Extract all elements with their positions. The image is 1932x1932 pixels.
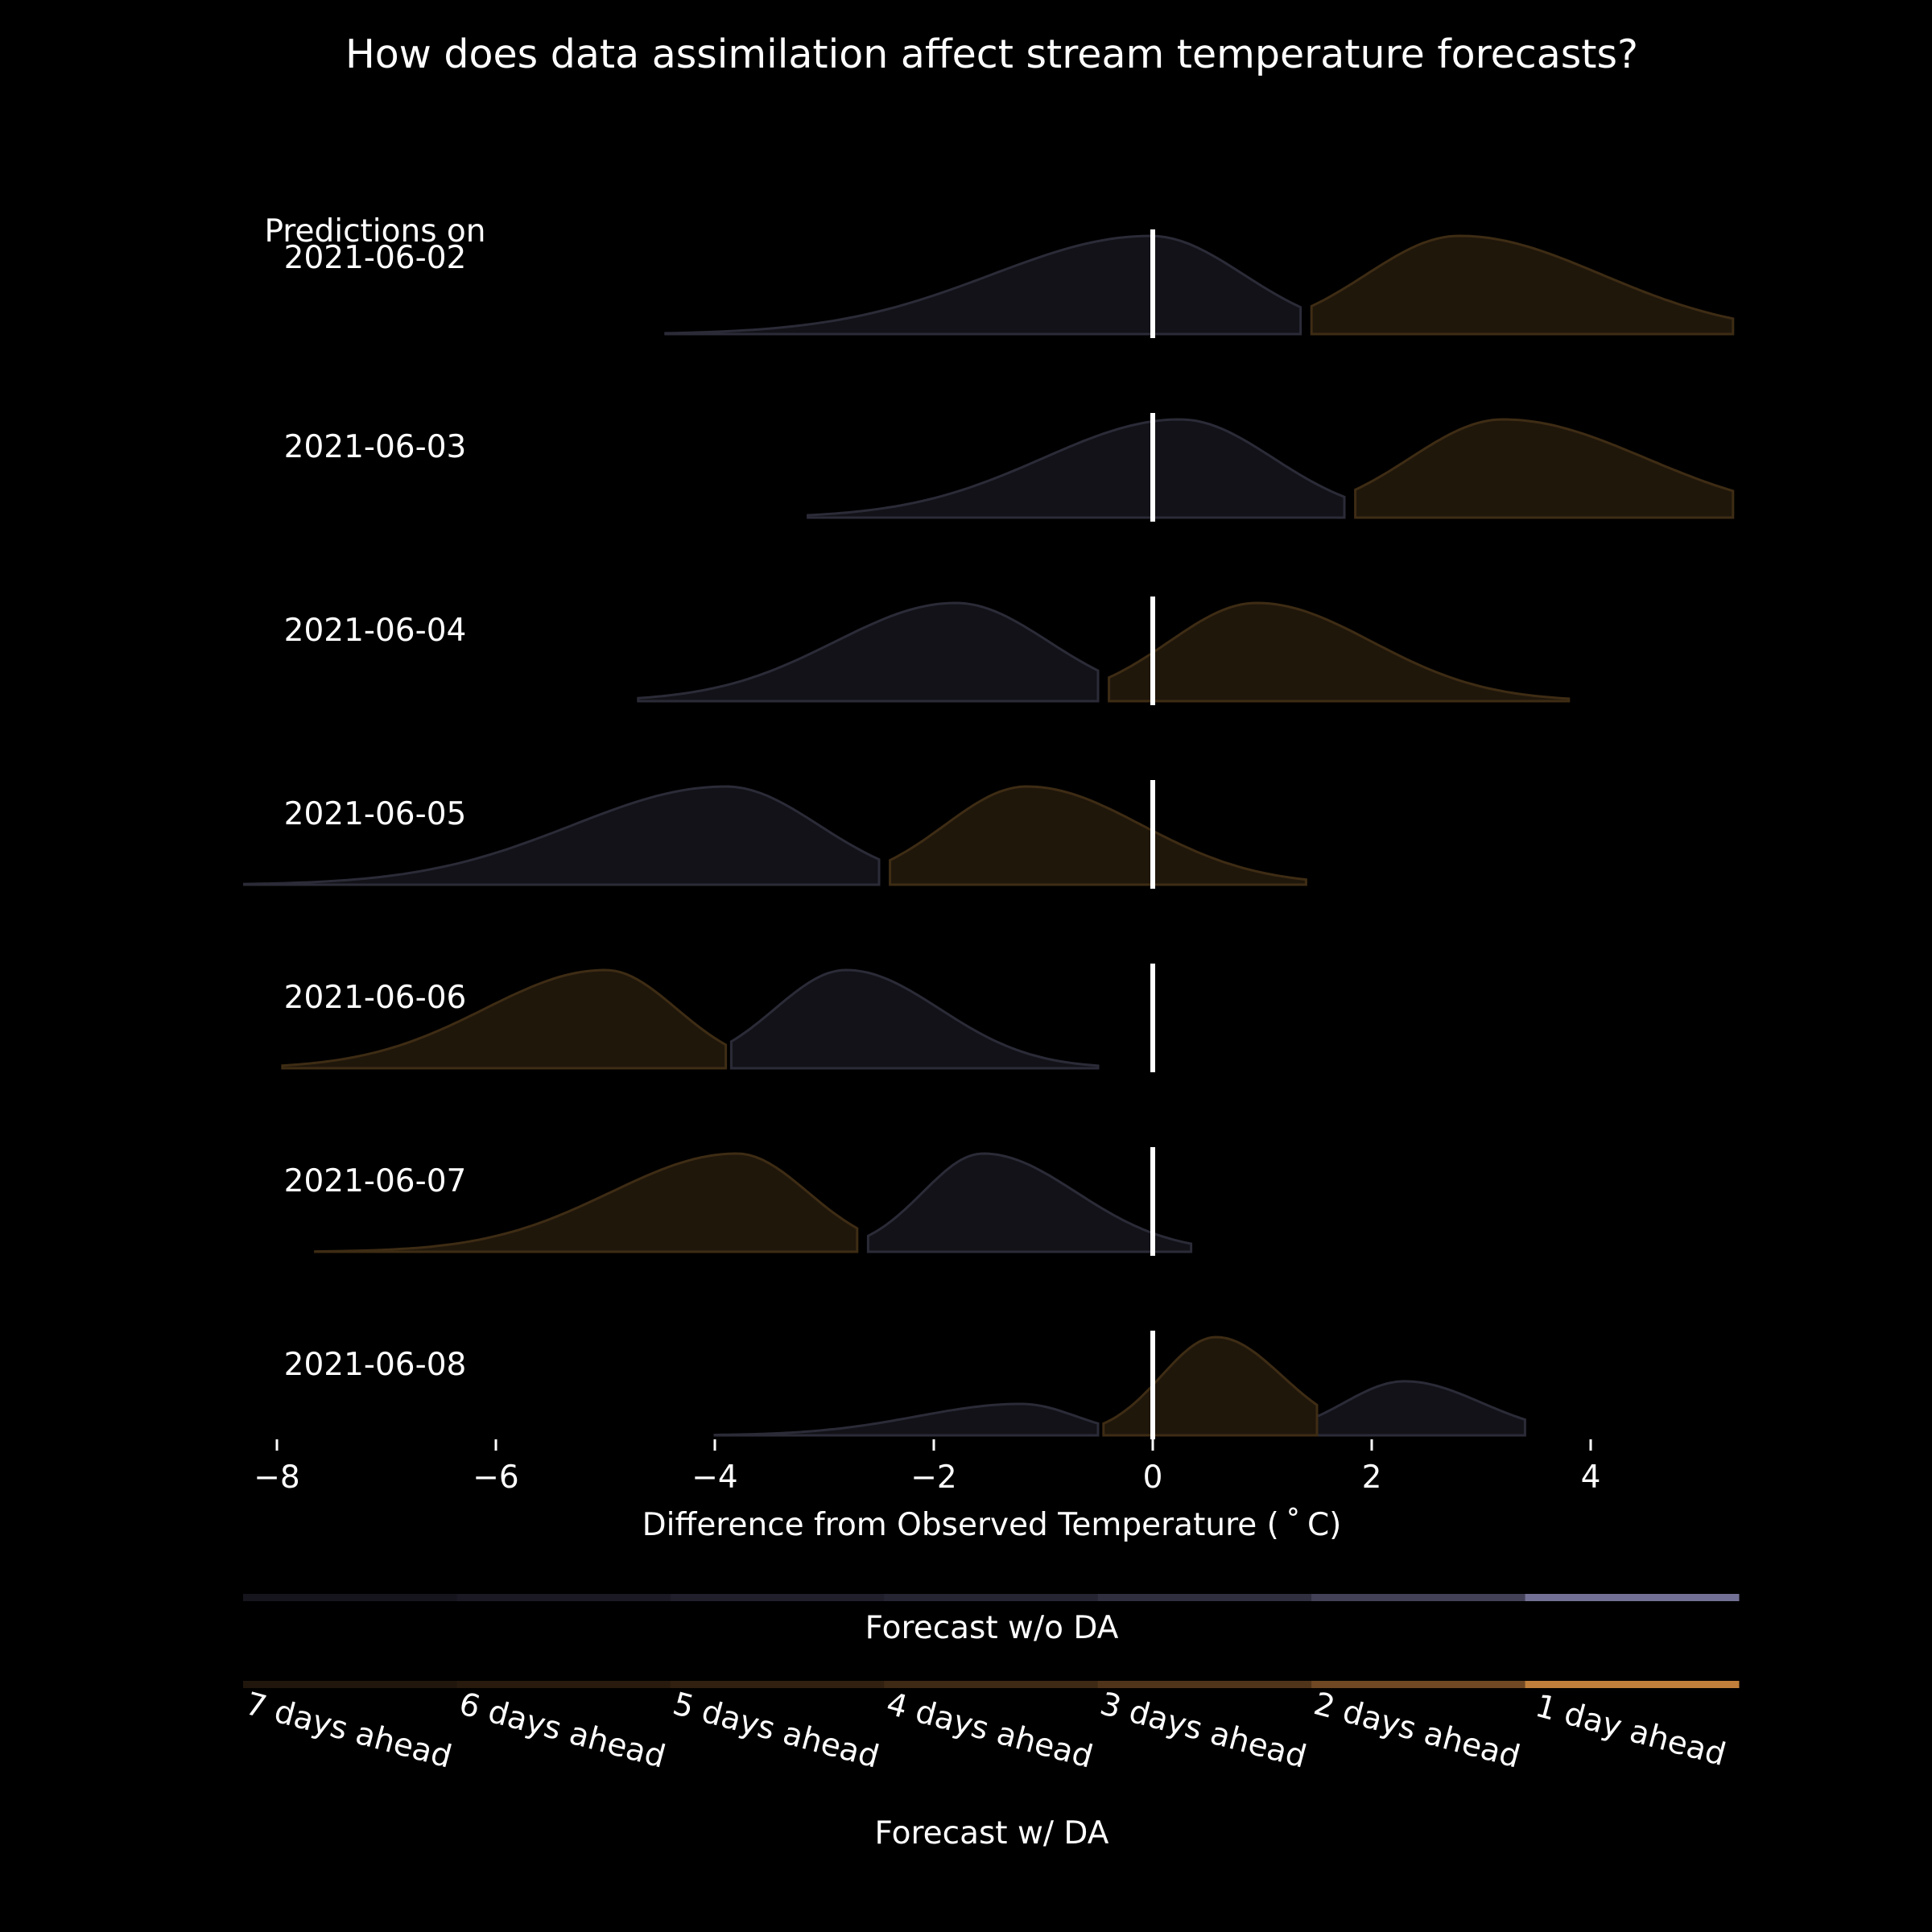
x-tick-label: −2 <box>910 1459 957 1496</box>
x-tick-label: −8 <box>254 1459 300 1496</box>
row-date-label: 2021-06-04 <box>284 613 467 649</box>
ridge-no-da <box>807 418 1346 519</box>
ridge-with-da <box>1108 601 1571 703</box>
ridge-no-da <box>637 601 1100 703</box>
legend-swatch-no-da <box>456 1594 671 1601</box>
x-axis-label: Difference from Observed Temperature ( ˚… <box>642 1507 1342 1543</box>
row-header-label: Predictions on <box>264 213 485 250</box>
legend-bar-no-da <box>243 1594 1740 1601</box>
legend-swatch-with-da <box>1311 1681 1526 1688</box>
row-date-label: 2021-06-07 <box>284 1163 467 1199</box>
legend-label-with-da: Forecast w/ DA <box>875 1815 1109 1852</box>
legend-swatch-no-da <box>884 1594 1099 1601</box>
ridge-no-da <box>1315 1380 1526 1437</box>
legend-swatch-with-da <box>1097 1681 1312 1688</box>
legend-bar-with-da <box>243 1681 1740 1688</box>
legend-swatch-with-da <box>670 1681 885 1688</box>
ridge-with-da <box>314 1152 859 1253</box>
ridge-with-da <box>1102 1335 1319 1437</box>
ridge-with-da <box>889 785 1307 886</box>
ridge-with-da <box>281 968 728 1070</box>
row-date-label: 2021-06-02 <box>284 240 467 276</box>
row-date-label: 2021-06-05 <box>284 796 467 832</box>
ridge-no-da <box>866 1152 1193 1253</box>
legend-swatch-with-da <box>243 1681 457 1688</box>
x-tick-label: −6 <box>473 1459 519 1496</box>
row-date-label: 2021-06-08 <box>284 1347 467 1383</box>
ridges-group <box>243 234 1735 1437</box>
legend-swatch-no-da <box>1311 1594 1526 1601</box>
ridge-no-da <box>664 234 1302 336</box>
legend-swatch-no-da <box>1097 1594 1312 1601</box>
chart-title: How does data assimilation affect stream… <box>345 31 1638 77</box>
row-date-label: 2021-06-03 <box>284 429 467 465</box>
ridge-with-da <box>1310 234 1735 336</box>
x-tick-label: 4 <box>1581 1459 1601 1496</box>
x-tick-label: −4 <box>691 1459 738 1496</box>
legend-swatch-with-da <box>884 1681 1099 1688</box>
x-tick-label: 0 <box>1143 1459 1163 1496</box>
x-tick-label: 2 <box>1362 1459 1382 1496</box>
ridge-no-da <box>243 785 881 886</box>
row-date-label: 2021-06-06 <box>284 980 467 1016</box>
legend-swatch-with-da <box>1525 1681 1740 1688</box>
legend-swatch-no-da <box>243 1594 457 1601</box>
x-axis: −8 −6 −4 −2 0 2 4 <box>254 1439 1600 1496</box>
legend-swatch-no-da <box>1525 1594 1740 1601</box>
ridge-with-da <box>1354 418 1735 519</box>
ridge-no-da <box>713 1402 1100 1437</box>
row-labels-group: 2021-06-02 2021-06-03 2021-06-04 2021-06-05… <box>284 240 467 1383</box>
ridge-no-da <box>729 968 1100 1070</box>
legend-swatch-no-da <box>670 1594 885 1601</box>
legend-swatch-with-da <box>456 1681 671 1688</box>
legend-label-no-da: Forecast w/o DA <box>865 1610 1119 1646</box>
